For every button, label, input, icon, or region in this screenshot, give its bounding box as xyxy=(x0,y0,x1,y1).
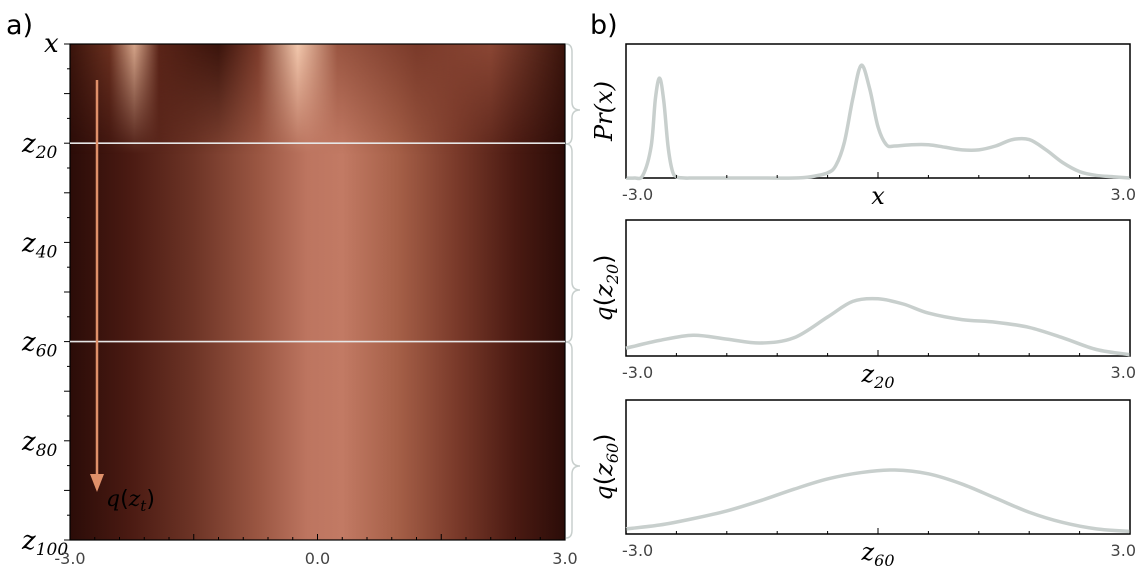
y-label-60: z60 xyxy=(21,328,58,362)
bracket-x xyxy=(565,43,581,145)
heatmap-y-ticks xyxy=(64,43,70,541)
bracket-group xyxy=(565,43,581,539)
x-tick-label: 3.0 xyxy=(552,549,577,568)
density-curve xyxy=(625,63,1131,181)
diffusion-heatmap xyxy=(69,43,566,541)
density-curve xyxy=(625,296,1131,357)
plot-q-z60: -3.0 3.0 z60 q(z60) xyxy=(590,399,1136,570)
bracket-z60 xyxy=(565,341,581,539)
x-tick-label: 0.0 xyxy=(305,549,330,568)
plot-pr-x: -3.0 3.0 x Pr(x) xyxy=(590,43,1136,210)
time-arrow-label: q(zt) xyxy=(106,487,155,515)
x-tick-label: -3.0 xyxy=(622,541,653,560)
y-label-80: z80 xyxy=(21,427,58,461)
x-tick-label: -3.0 xyxy=(54,549,85,568)
y-label-40: z40 xyxy=(21,228,58,262)
x-axis-label: z60 xyxy=(860,538,894,570)
heatmap-top-label: x xyxy=(44,29,59,59)
x-axis-label: x xyxy=(871,182,885,210)
x-tick-label: -3.0 xyxy=(622,363,653,382)
bracket-z20 xyxy=(565,143,581,343)
plot-frame xyxy=(625,399,1131,535)
y-label-20: z20 xyxy=(21,129,58,163)
x-tick-label: 3.0 xyxy=(1111,541,1136,560)
heatmap-y-labels: z20 z40 z60 z80 z100 xyxy=(21,129,68,560)
time-arrow: q(zt) xyxy=(90,80,155,515)
plot-q-z20: -3.0 3.0 z20 q(z20) xyxy=(590,219,1136,392)
heatmap-top-band xyxy=(70,44,565,154)
density-curve xyxy=(625,468,1131,534)
y-label-100: z100 xyxy=(21,526,68,560)
y-axis-label: q(z60) xyxy=(590,433,622,500)
panel-a-label: a) xyxy=(6,10,34,41)
y-axis-label: Pr(x) xyxy=(590,81,618,142)
x-tick-label: 3.0 xyxy=(1111,185,1136,204)
x-tick-label: 3.0 xyxy=(1111,363,1136,382)
x-tick-label: -3.0 xyxy=(622,185,653,204)
y-axis-label: q(z20) xyxy=(590,254,622,321)
time-arrow-head xyxy=(90,474,104,492)
x-axis-label: z20 xyxy=(860,360,894,392)
highlighted-rows xyxy=(70,142,565,343)
panel-b-label: b) xyxy=(590,10,618,41)
heatmap-x-ticks: -3.0 0.0 3.0 xyxy=(54,534,578,568)
